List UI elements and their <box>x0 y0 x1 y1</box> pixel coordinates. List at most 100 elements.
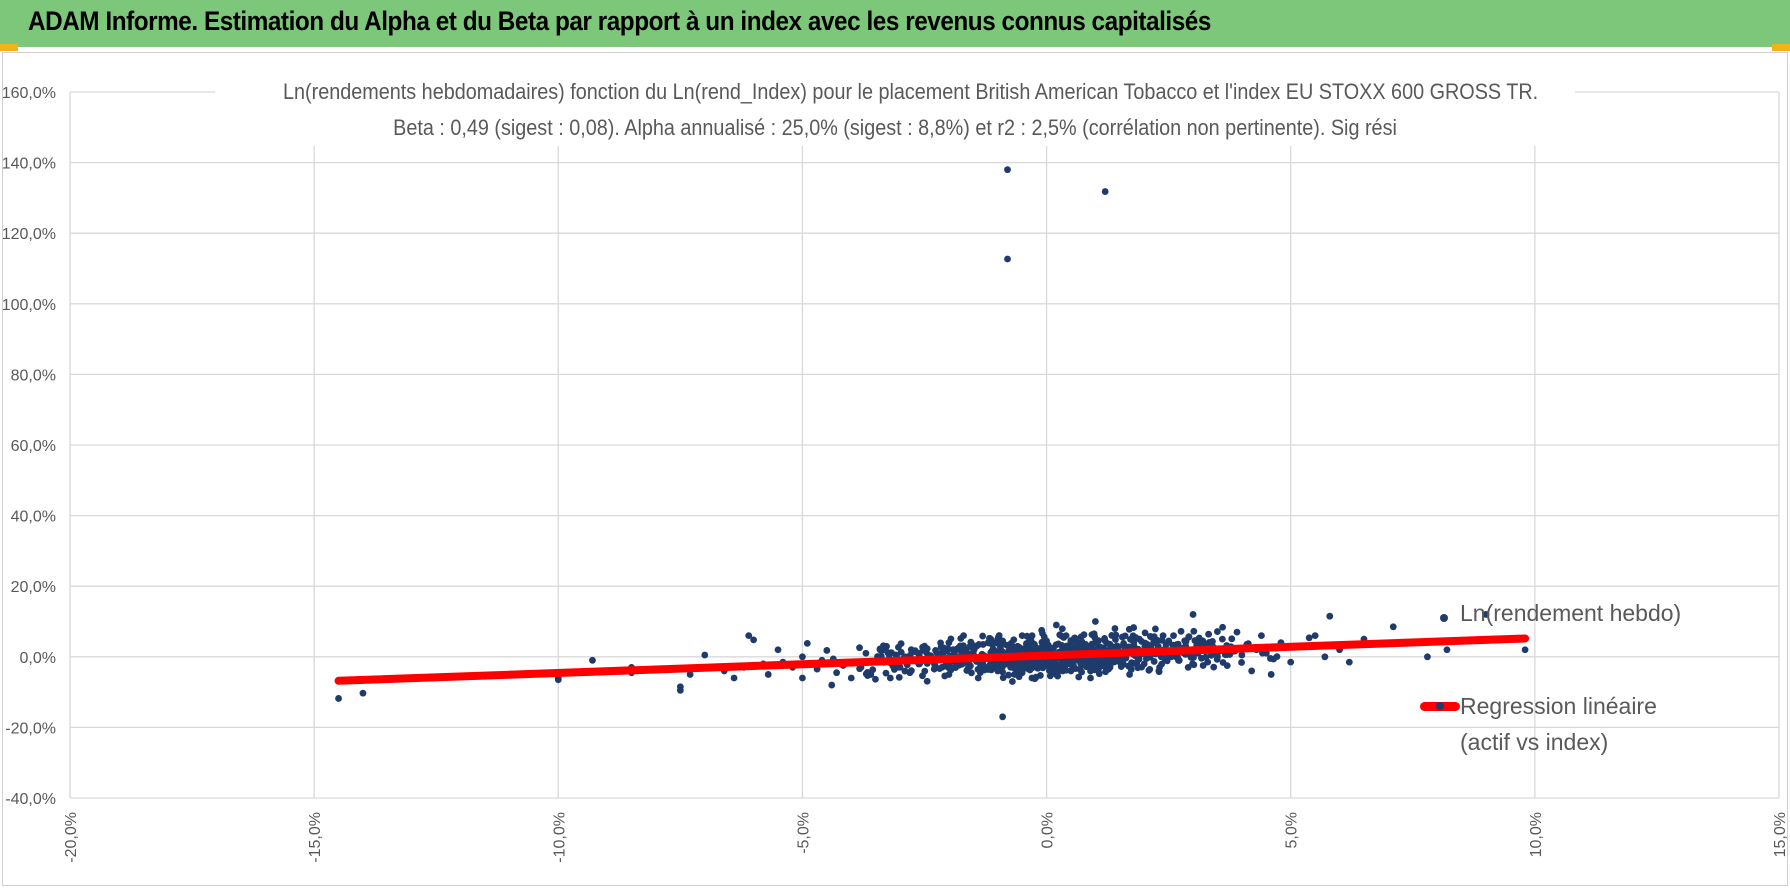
scatter-point <box>1199 662 1207 669</box>
legend-item-scatter: Ln(rendement hebdo) <box>1440 600 1682 627</box>
scatter-point <box>1004 255 1011 263</box>
scatter-point <box>1238 651 1246 659</box>
scatter-point <box>895 673 903 681</box>
scatter-point <box>1155 668 1163 676</box>
scatter-point <box>988 641 996 649</box>
scatter-point <box>1311 632 1319 640</box>
scatter-point <box>1219 659 1227 666</box>
scatter-point <box>1075 673 1083 681</box>
scatter-point <box>1190 654 1197 661</box>
scatter-point <box>921 667 929 675</box>
scatter-point <box>1158 636 1166 644</box>
scatter-point <box>1150 637 1158 645</box>
scatter-point <box>994 664 1002 672</box>
scatter-point <box>1038 638 1046 646</box>
scatter-point <box>923 677 931 685</box>
scatter-point <box>1101 188 1109 195</box>
scatter-point <box>999 713 1007 721</box>
scatter-point <box>1010 636 1018 644</box>
scatter-point <box>335 695 342 702</box>
scatter-point <box>856 665 864 673</box>
scatter-point <box>750 636 757 644</box>
scatter-point <box>1146 665 1154 673</box>
scatter-point <box>1228 635 1236 643</box>
scatter-point <box>589 656 596 664</box>
scatter-point <box>907 667 915 675</box>
legend-scatter-label: Ln(rendement hebdo) <box>1460 600 1682 626</box>
scatter-point <box>941 672 949 680</box>
scatter-point <box>799 674 806 682</box>
scatter-point <box>1101 634 1108 642</box>
header-bar: ADAM Informe. Estimation du Alpha et du … <box>0 0 1790 51</box>
chart-title-line1: Ln(rendements hebdomadaires) fonction du… <box>283 79 1539 104</box>
y-tick-label: 100,0% <box>2 297 56 314</box>
scatter-point <box>1103 639 1111 647</box>
scatter-point <box>1258 632 1265 640</box>
scatter-point <box>1190 627 1198 635</box>
scatter-point <box>1219 623 1227 631</box>
scatter-point <box>882 669 890 677</box>
scatter-point <box>999 639 1007 646</box>
y-tick-label: 160,0% <box>2 85 56 102</box>
y-tick-label: 40,0% <box>11 509 56 526</box>
scatter-point <box>1087 674 1094 682</box>
scatter-point <box>876 645 884 653</box>
scatter-point <box>897 648 905 656</box>
scatter-point <box>1046 672 1054 680</box>
scatter-point <box>1213 655 1221 663</box>
scatter-point <box>1092 618 1099 625</box>
scatter-point <box>919 646 927 654</box>
scatter-point <box>963 667 971 674</box>
scatter-point <box>1125 662 1132 670</box>
scatter-point <box>936 665 944 673</box>
scatter-point <box>1205 630 1213 638</box>
scatter-point <box>948 664 956 672</box>
legend-item-regression: Regression linéaire (actif vs index) <box>1420 688 1657 755</box>
scatter-point <box>957 635 965 642</box>
scatter-point <box>1091 666 1099 674</box>
scatter-point <box>1321 653 1329 661</box>
scatter-point <box>1130 642 1138 650</box>
scatter-point <box>1120 655 1128 663</box>
scatter-point <box>1020 664 1028 672</box>
scatter-point <box>1042 645 1050 653</box>
scatter-point <box>1112 636 1119 643</box>
scatter-point <box>1267 671 1275 678</box>
scatter-point <box>1052 621 1060 629</box>
scatter-point <box>1004 166 1011 174</box>
scatter-point <box>886 674 894 682</box>
scatter-point <box>1059 666 1067 674</box>
y-tick-label: -40,0% <box>5 791 56 808</box>
x-tick-label: 0,0% <box>1040 812 1057 848</box>
scatter-point <box>937 643 945 651</box>
scatter-point <box>799 653 806 661</box>
scatter-point <box>803 639 811 647</box>
scatter-point <box>1088 631 1096 639</box>
scatter-point <box>986 634 993 642</box>
scatter-point <box>1189 611 1197 618</box>
scatter-point <box>947 635 955 643</box>
scatter-point <box>1181 637 1189 645</box>
chart-title-line2: Beta : 0,49 (sigest : 0,08). Alpha annua… <box>393 115 1397 140</box>
x-tick-label: 10,0% <box>1528 812 1545 857</box>
scatter-point <box>981 666 989 674</box>
scatter-point <box>1080 631 1088 639</box>
scatter-point <box>1287 658 1295 666</box>
scatter-point <box>885 651 893 659</box>
scatter-point <box>901 667 909 675</box>
y-tick-label: 120,0% <box>2 226 56 243</box>
scatter-point <box>949 646 957 654</box>
scatter-point <box>1345 658 1353 666</box>
y-tick-label: 60,0% <box>11 438 56 455</box>
scatter-point <box>1013 667 1021 675</box>
scatter-point <box>701 651 709 659</box>
scatter-point <box>1326 612 1334 620</box>
scatter-point <box>823 647 831 654</box>
scatter-point <box>1058 660 1065 668</box>
scatter-point <box>1054 672 1062 680</box>
scatter-point <box>1238 659 1245 666</box>
scatter-point <box>1118 633 1126 641</box>
scatter-point <box>1248 667 1256 675</box>
scatter-point <box>1048 645 1056 653</box>
